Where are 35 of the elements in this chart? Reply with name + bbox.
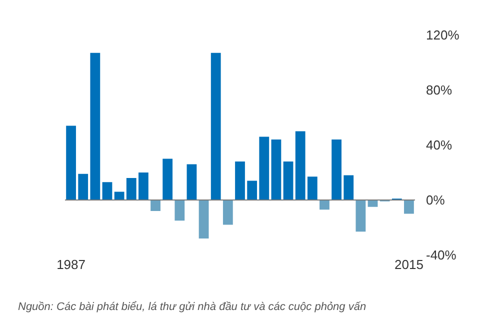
y-tick-label: 0% — [426, 192, 446, 208]
bar — [102, 182, 112, 200]
bar — [368, 200, 378, 207]
bar — [126, 178, 136, 200]
y-tick-label: 40% — [426, 138, 452, 153]
x-tick-label: 1987 — [56, 257, 86, 272]
bar — [404, 200, 414, 214]
x-tick-label: 2015 — [394, 257, 424, 272]
text: Nguồn: Các bài phát biểu, lá thư gửi nhà đầu tư và các cuộc phỏng vấn — [18, 301, 366, 313]
bar — [90, 52, 100, 200]
bar — [235, 162, 245, 200]
bar — [198, 200, 209, 238]
bar — [356, 200, 366, 232]
bar — [259, 136, 270, 200]
bar — [162, 158, 173, 200]
bar — [66, 126, 76, 200]
bar — [78, 174, 88, 200]
bar — [320, 200, 330, 210]
bar — [174, 200, 185, 221]
y-tick-label: 80% — [426, 82, 452, 98]
bar — [138, 172, 148, 200]
y-tick-label: -40% — [426, 248, 457, 263]
bar — [283, 162, 294, 200]
bar — [295, 131, 306, 200]
bar — [150, 200, 160, 211]
bar — [332, 140, 342, 200]
bar — [307, 176, 318, 200]
bar — [210, 52, 221, 200]
bar — [344, 175, 354, 200]
bar — [271, 140, 282, 200]
bar — [114, 192, 124, 200]
y-tick-label: 120% — [426, 28, 460, 43]
bar — [247, 180, 258, 200]
bar — [186, 164, 197, 200]
bar — [222, 200, 233, 225]
